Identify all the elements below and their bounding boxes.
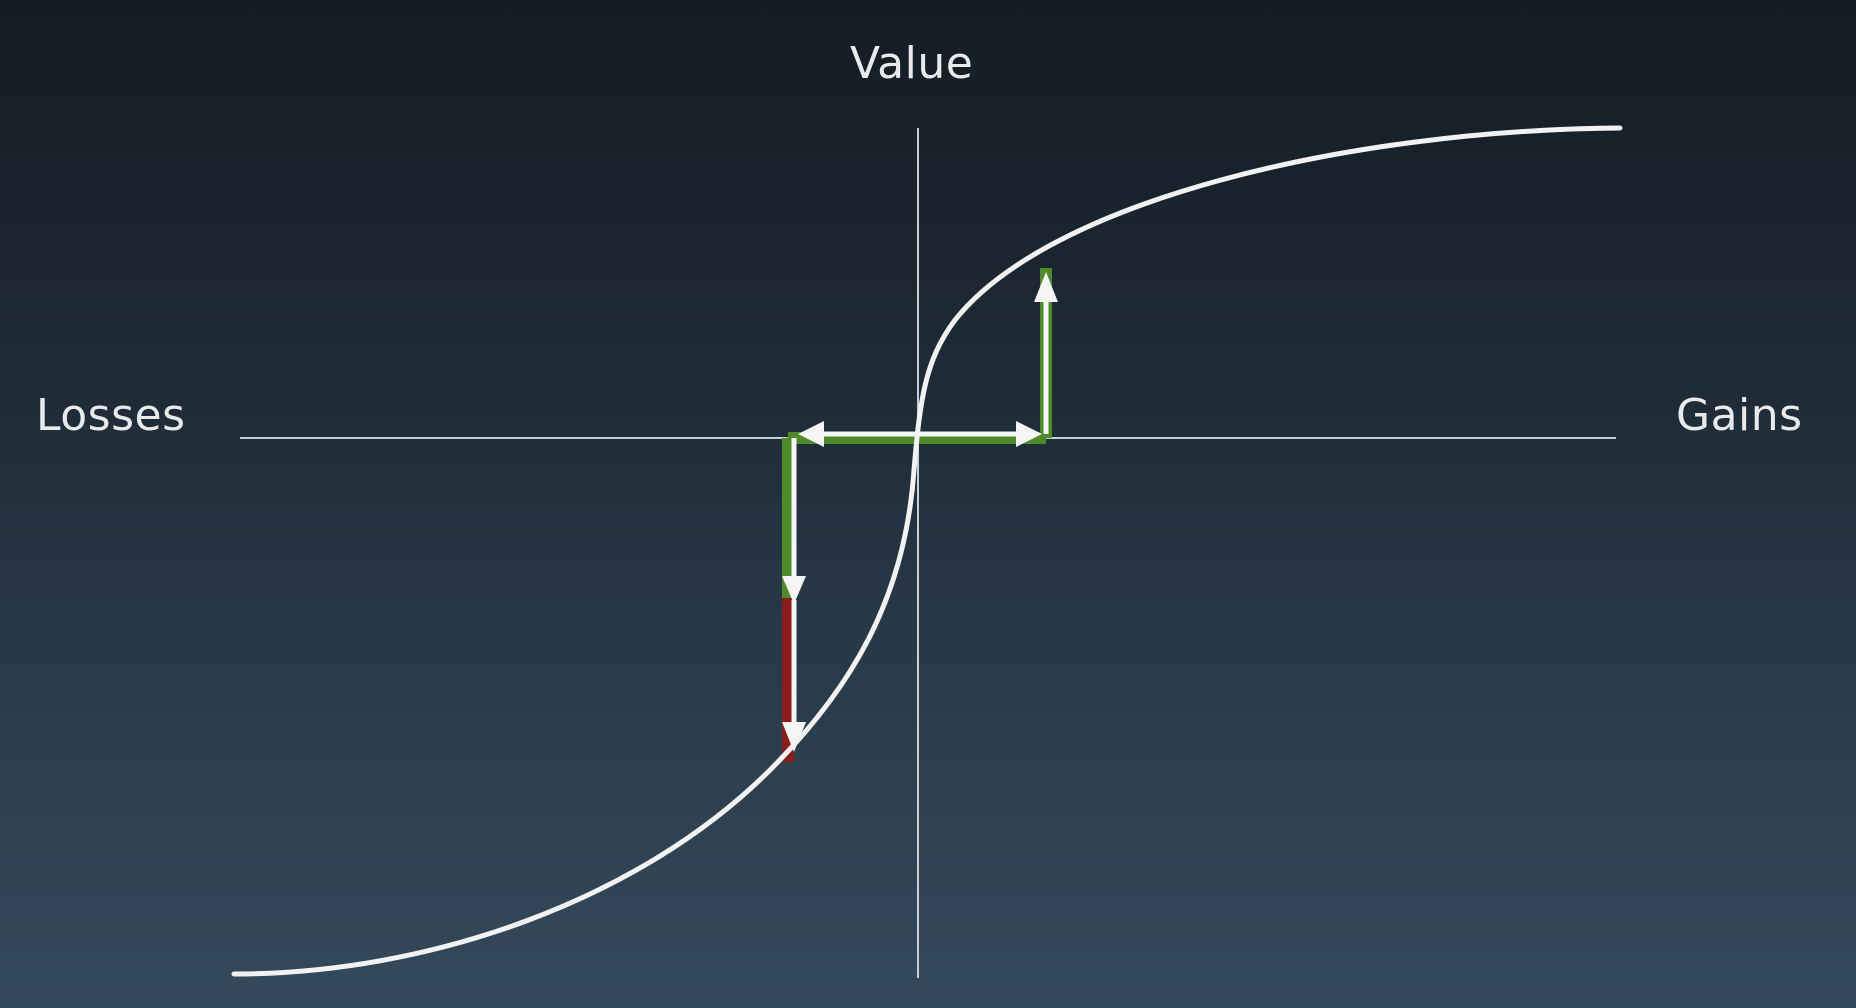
- x-axis-label-gains: Gains: [1676, 390, 1803, 441]
- arrow-right-icon: [918, 421, 1042, 447]
- x-axis-label-losses: Losses: [36, 390, 186, 441]
- arrow-left-icon: [798, 421, 918, 447]
- arrow-down-long-icon: [782, 600, 806, 752]
- arrow-up-icon: [1034, 272, 1058, 434]
- y-axis-label-value: Value: [850, 38, 974, 89]
- value-function-curve: [231, 125, 1623, 977]
- arrow-down-short-icon: [782, 438, 806, 604]
